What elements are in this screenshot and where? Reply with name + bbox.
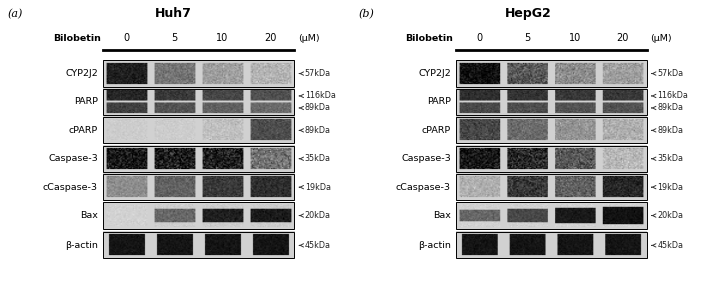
Text: 20: 20 bbox=[617, 33, 629, 43]
Text: 116kDa: 116kDa bbox=[657, 91, 688, 101]
Text: 5: 5 bbox=[172, 33, 178, 43]
Text: 20kDa: 20kDa bbox=[657, 211, 683, 220]
Bar bbox=[456, 174, 647, 200]
Bar bbox=[103, 146, 294, 172]
Text: cPARP: cPARP bbox=[422, 126, 451, 135]
Text: 10: 10 bbox=[216, 33, 228, 43]
Text: PARP: PARP bbox=[427, 97, 451, 106]
Text: Bax: Bax bbox=[80, 211, 98, 220]
Bar bbox=[456, 202, 647, 229]
Text: 19kDa: 19kDa bbox=[657, 183, 683, 192]
Bar bbox=[456, 232, 647, 258]
Text: 89kDa: 89kDa bbox=[305, 103, 331, 112]
Text: 45kDa: 45kDa bbox=[657, 241, 683, 250]
Text: 89kDa: 89kDa bbox=[657, 103, 683, 112]
Text: 35kDa: 35kDa bbox=[305, 154, 331, 163]
Text: 45kDa: 45kDa bbox=[305, 241, 331, 250]
Text: Caspase-3: Caspase-3 bbox=[401, 154, 451, 163]
Bar bbox=[456, 117, 647, 143]
Bar bbox=[456, 146, 647, 172]
Text: 0: 0 bbox=[123, 33, 130, 43]
Bar bbox=[103, 60, 294, 87]
Text: (μM): (μM) bbox=[298, 34, 320, 43]
Text: 35kDa: 35kDa bbox=[657, 154, 683, 163]
Text: β-actin: β-actin bbox=[418, 241, 451, 250]
Text: 5: 5 bbox=[524, 33, 530, 43]
Text: Huh7: Huh7 bbox=[155, 7, 192, 20]
Text: Bilobetin: Bilobetin bbox=[53, 34, 101, 43]
Text: cCaspase-3: cCaspase-3 bbox=[396, 183, 451, 192]
Text: Bax: Bax bbox=[433, 211, 451, 220]
Text: 19kDa: 19kDa bbox=[305, 183, 331, 192]
Bar bbox=[456, 89, 647, 115]
Text: 20kDa: 20kDa bbox=[305, 211, 331, 220]
Text: 0: 0 bbox=[476, 33, 483, 43]
Text: 89kDa: 89kDa bbox=[305, 126, 331, 135]
Text: HepG2: HepG2 bbox=[505, 7, 552, 20]
Text: 89kDa: 89kDa bbox=[657, 126, 683, 135]
Text: 116kDa: 116kDa bbox=[305, 91, 336, 101]
Bar bbox=[103, 89, 294, 115]
Bar bbox=[103, 202, 294, 229]
Bar bbox=[103, 232, 294, 258]
Bar bbox=[456, 60, 647, 87]
Text: CYP2J2: CYP2J2 bbox=[65, 69, 98, 78]
Bar bbox=[103, 117, 294, 143]
Bar bbox=[103, 174, 294, 200]
Text: 10: 10 bbox=[569, 33, 581, 43]
Text: Caspase-3: Caspase-3 bbox=[48, 154, 98, 163]
Text: β-actin: β-actin bbox=[65, 241, 98, 250]
Text: cPARP: cPARP bbox=[69, 126, 98, 135]
Text: (b): (b) bbox=[358, 9, 374, 19]
Text: (μM): (μM) bbox=[650, 34, 672, 43]
Text: 57kDa: 57kDa bbox=[305, 69, 331, 78]
Text: PARP: PARP bbox=[74, 97, 98, 106]
Text: CYP2J2: CYP2J2 bbox=[418, 69, 451, 78]
Text: Bilobetin: Bilobetin bbox=[406, 34, 454, 43]
Text: cCaspase-3: cCaspase-3 bbox=[43, 183, 98, 192]
Text: 20: 20 bbox=[264, 33, 277, 43]
Text: (a): (a) bbox=[7, 9, 23, 19]
Text: 57kDa: 57kDa bbox=[657, 69, 683, 78]
